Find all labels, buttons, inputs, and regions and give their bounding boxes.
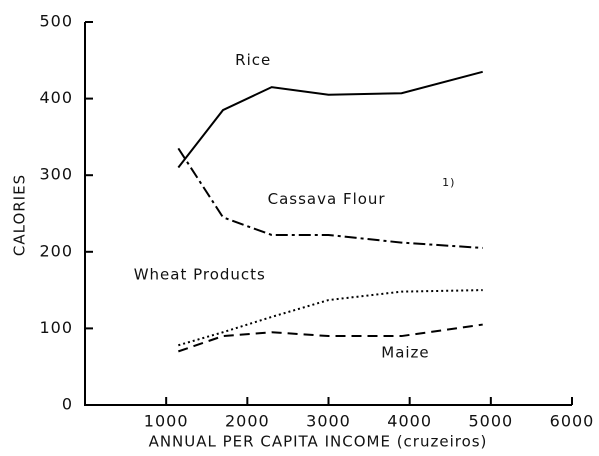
line-series xyxy=(177,70,483,169)
line-series xyxy=(178,323,483,353)
y-tick-label: 500 xyxy=(39,12,73,31)
series-label: Cassava Flour xyxy=(268,190,386,208)
y-tick-label: 100 xyxy=(39,318,73,337)
axes xyxy=(84,22,572,406)
x-tick-label: 1000 xyxy=(144,412,189,431)
y-tick-label: 200 xyxy=(39,241,73,260)
x-tick-label: 5000 xyxy=(468,412,513,431)
x-tick-label: 3000 xyxy=(306,412,351,431)
series-label: Maize xyxy=(381,343,429,361)
y-tick-label: 400 xyxy=(39,88,73,107)
series-label: Rice xyxy=(235,51,271,69)
series-label: Wheat Products xyxy=(134,265,266,283)
x-tick-label: 2000 xyxy=(225,412,270,431)
x-axis-label: ANNUAL PER CAPITA INCOME (cruzeiros) xyxy=(149,433,488,451)
y-axis-label: CALORIES xyxy=(11,174,29,256)
y-tick-label: 300 xyxy=(39,165,73,184)
y-tick-label: 0 xyxy=(62,395,73,414)
x-tick-label: 6000 xyxy=(550,412,595,431)
line-series xyxy=(177,147,483,249)
x-tick-label: 4000 xyxy=(387,412,432,431)
annotation: 1) xyxy=(442,176,455,189)
